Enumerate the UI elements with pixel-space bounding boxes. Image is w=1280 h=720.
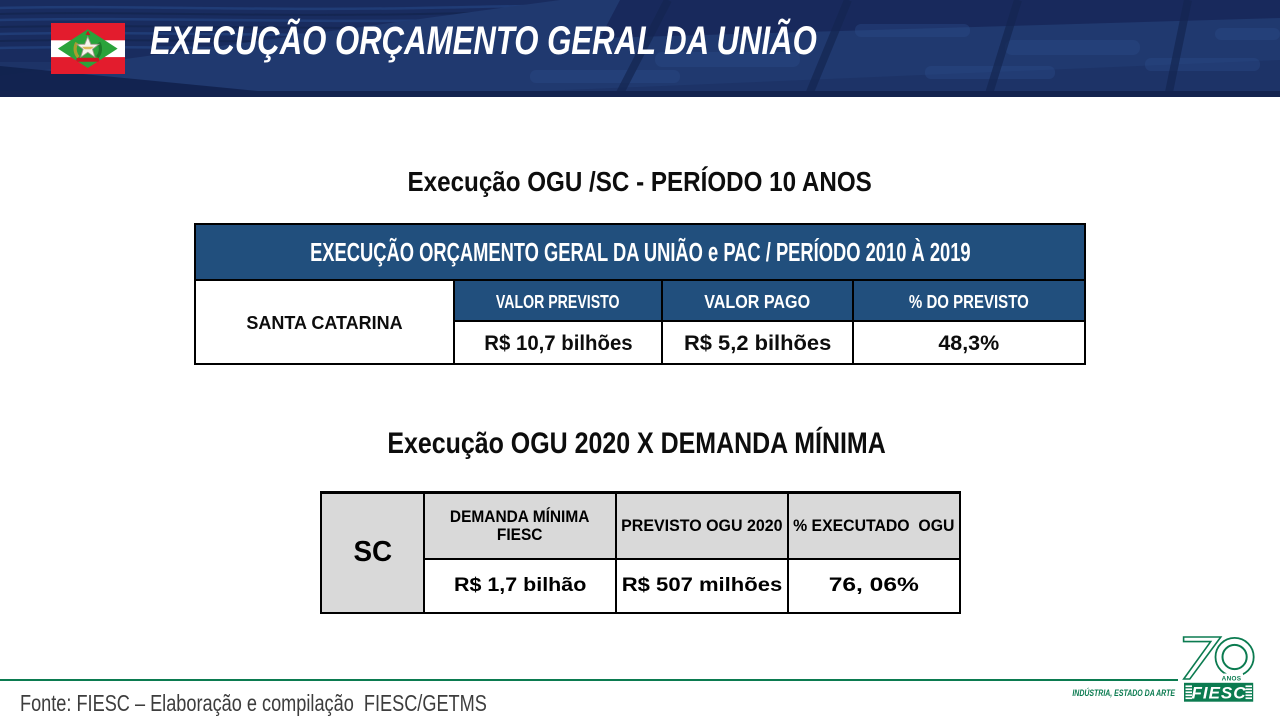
svg-text:ANOS: ANOS xyxy=(1222,675,1242,682)
svg-text:FIESC: FIESC xyxy=(1192,684,1247,703)
